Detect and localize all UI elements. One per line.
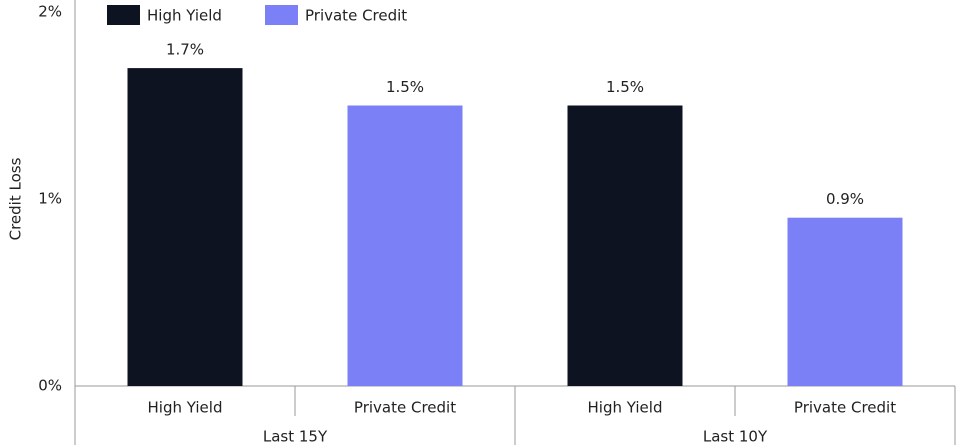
x-tick-label: Private Credit [794, 399, 896, 417]
x-group-label: Last 10Y [703, 428, 768, 446]
y-tick-label: 2% [38, 3, 62, 21]
legend-swatch [265, 5, 298, 25]
x-tick-label: High Yield [588, 399, 663, 417]
value-label: 1.5% [606, 78, 644, 96]
legend-swatch [107, 5, 140, 25]
x-group-label: Last 15Y [263, 428, 328, 446]
y-tick-label: 1% [38, 190, 62, 208]
value-label: 1.7% [166, 41, 204, 59]
bar [567, 105, 683, 386]
value-label: 1.5% [386, 78, 424, 96]
y-tick-label: 0% [38, 377, 62, 395]
y-axis-label: Credit Loss [7, 157, 25, 240]
legend-label: High Yield [147, 7, 222, 25]
x-tick-label: Private Credit [354, 399, 456, 417]
bar [787, 217, 903, 386]
x-tick-label: High Yield [148, 399, 223, 417]
value-label: 0.9% [826, 190, 864, 208]
bar [347, 105, 463, 386]
legend-label: Private Credit [305, 7, 407, 25]
bar [127, 68, 243, 386]
